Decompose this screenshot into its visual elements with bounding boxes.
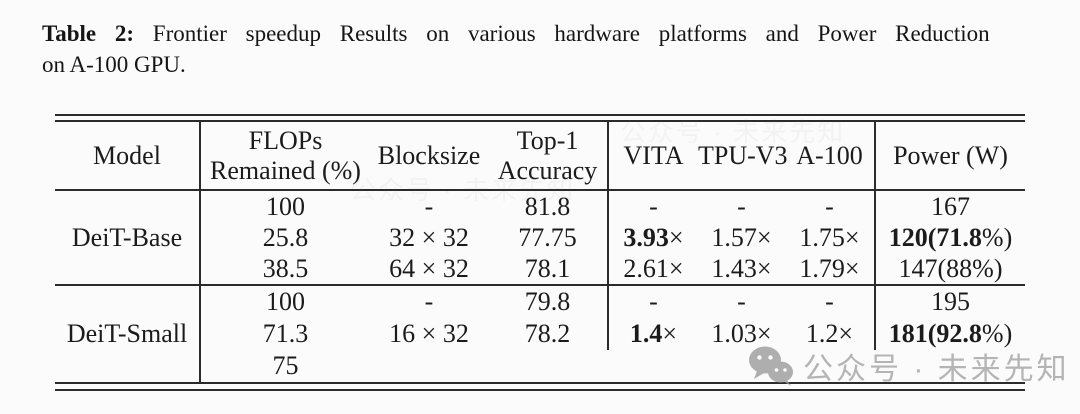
cell-power: 167 (874, 190, 1025, 222)
cell-top1: 79.8 (524, 287, 571, 316)
watermark: 公众号 · 未来先知 (748, 344, 1070, 388)
col-header-model: Model (55, 121, 201, 191)
cell-vita: - (607, 285, 698, 318)
col-header-top1-line1: Top-1 (516, 125, 579, 155)
cell-vita: 2.61× (607, 253, 698, 286)
header-row: Model FLOPs Remained (%) Blocksize Top-1… (55, 121, 1025, 191)
power-value-rest: %) (981, 319, 1013, 348)
cell-tpu: - (737, 287, 746, 316)
col-header-power: Power (W) (874, 121, 1025, 191)
cell-a100: - (825, 192, 834, 221)
vita-times-sign: × (662, 319, 678, 348)
caption-label: Table 2: (42, 21, 135, 46)
cell-power: 181(92.8%) (874, 318, 1025, 350)
cell-power: 147(88%) (874, 253, 1025, 286)
cell-tpu: 1.03× (711, 319, 772, 348)
cell-blocksize: - (424, 192, 434, 221)
cell-flops: 100 (266, 287, 305, 316)
col-header-tpu-v3: TPU-V3 (698, 121, 788, 191)
power-value-bold: 181(92.8 (888, 319, 982, 348)
caption-line-1: Table 2: Frontier speedup Results on var… (42, 18, 1047, 49)
results-table: Model FLOPs Remained (%) Blocksize Top-1… (55, 120, 1025, 384)
col-header-flops-line2: Remained (%) (210, 155, 361, 185)
vita-speedup-bold: 1.4 (629, 319, 663, 348)
row-group-label-deit-small: DeiT-Small (55, 285, 201, 383)
cell-blocksize (370, 350, 488, 383)
cell-top1: 78.1 (488, 253, 608, 286)
col-header-vita: VITA (607, 121, 698, 191)
table-caption: Table 2: Frontier speedup Results on var… (42, 18, 1047, 80)
wechat-icon (748, 345, 794, 387)
cell-tpu: - (737, 192, 746, 221)
power-value-bold: 120(71.8 (888, 223, 982, 252)
col-header-a100: A-100 (785, 121, 875, 191)
power-value-rest: %) (981, 223, 1013, 252)
cell-a100: - (825, 287, 834, 316)
watermark-text: 公众号 · 未来先知 (803, 353, 1070, 386)
table-row: DeiT-Small 100 - 79.8 - - - 195 (55, 285, 1025, 383)
col-header-flops-line1: FLOPs (248, 125, 323, 155)
cell-flops: 100 (266, 192, 305, 221)
cell-flops: 38.5 (200, 253, 370, 286)
table-row: 38.5 64 × 32 78.1 2.61× 1.43× 1.79× 147(… (55, 253, 1025, 286)
cell-vita: - (607, 190, 698, 222)
cell-tpu: 1.57× (711, 223, 772, 252)
cell-vita (608, 350, 698, 383)
cell-flops: 71.3 (262, 319, 309, 348)
cell-tpu: 1.43× (698, 253, 785, 286)
caption-text-2: on A-100 GPU. (42, 52, 186, 77)
table-row: 71.3 16 × 32 78.2 1.4× 1.03× 1.2× 181(92… (55, 318, 1025, 350)
caption-text-1: Frontier speedup Results on various hard… (152, 21, 990, 46)
col-header-flops: FLOPs Remained (%) (200, 121, 370, 191)
cell-flops: 75 (272, 351, 299, 380)
cell-vita: 1.4× (607, 318, 698, 350)
table-row: 75 (55, 350, 1025, 383)
cell-vita: 3.93× (607, 222, 698, 253)
col-header-blocksize: Blocksize (370, 121, 488, 191)
row-group-label-deit-base: DeiT-Base (55, 190, 201, 286)
cell-blocksize: 16 × 32 (389, 319, 469, 348)
cell-top1: 81.8 (524, 192, 571, 221)
cell-a100: 1.79× (785, 253, 875, 286)
col-header-top1-line2: Accuracy (497, 155, 598, 185)
vita-speedup-bold: 3.93 (623, 223, 669, 252)
caption-line-2: on A-100 GPU. (42, 49, 1047, 80)
cell-a100: 1.75× (799, 223, 860, 252)
cell-top1: 78.2 (524, 319, 571, 348)
cell-blocksize: - (424, 287, 434, 316)
cell-top1: 77.75 (518, 223, 577, 252)
table-row: DeiT-Base 100 - 81.8 - - - 167 (55, 190, 1025, 286)
cell-power: 120(71.8%) (874, 222, 1025, 253)
cell-a100: 1.2× (805, 319, 854, 348)
cell-power: 195 (874, 285, 1025, 318)
col-header-top1: Top-1 Accuracy (488, 121, 608, 191)
results-table-frame: Model FLOPs Remained (%) Blocksize Top-1… (55, 114, 1025, 391)
cell-top1 (488, 350, 608, 383)
cell-blocksize: 64 × 32 (370, 253, 488, 286)
cell-blocksize: 32 × 32 (389, 223, 469, 252)
vita-times-sign: × (668, 223, 684, 252)
table-row: 25.8 32 × 32 77.75 3.93× 1.57× 1.75× 120… (55, 222, 1025, 253)
cell-flops: 25.8 (262, 223, 309, 252)
